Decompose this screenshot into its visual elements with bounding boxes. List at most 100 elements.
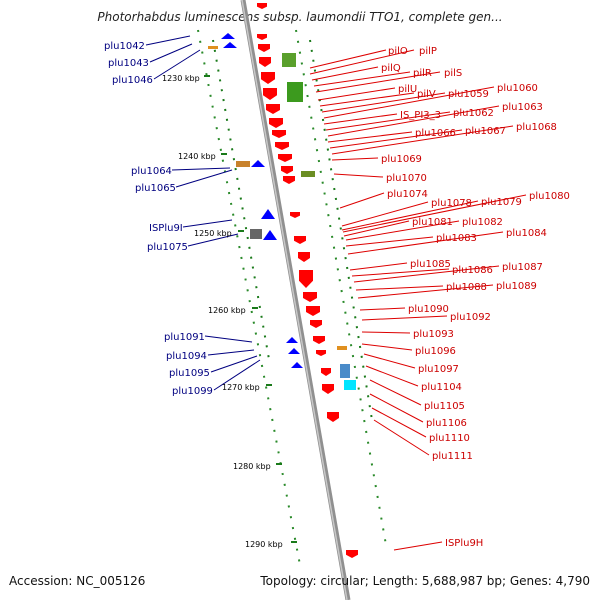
left-leader-0 bbox=[145, 35, 191, 46]
reverse-gene-mark-8 bbox=[272, 130, 286, 138]
gene-label-plu1060[interactable]: plu1060 bbox=[497, 83, 538, 94]
gene-label-pilO[interactable]: pilO bbox=[388, 46, 408, 57]
gene-label-pilU[interactable]: pilU bbox=[398, 84, 417, 95]
genome-backbone bbox=[240, 0, 351, 600]
right-leader-5 bbox=[317, 87, 396, 101]
reverse-gene-mark-17 bbox=[303, 292, 317, 302]
scale-label-1260: 1260 kbp bbox=[208, 306, 246, 315]
right-leader-38 bbox=[371, 407, 427, 438]
outer-right-guide bbox=[295, 29, 387, 546]
gene-label-plu1104[interactable]: plu1104 bbox=[421, 382, 462, 393]
gene-label-IS_PI3_3[interactable]: IS_PI3_3 bbox=[400, 110, 441, 121]
gene-label-plu1062[interactable]: plu1062 bbox=[453, 108, 494, 119]
gene-label-plu1075[interactable]: plu1075 bbox=[147, 242, 188, 253]
gene-label-plu1086[interactable]: plu1086 bbox=[452, 265, 493, 276]
gene-label-plu1070[interactable]: plu1070 bbox=[386, 173, 427, 184]
gene-label-pilS[interactable]: pilS bbox=[444, 68, 462, 79]
right-leader-0 bbox=[309, 49, 387, 69]
gene-label-pilV[interactable]: pilV bbox=[417, 89, 436, 100]
right-leader-26 bbox=[351, 268, 450, 277]
left-leader-3 bbox=[171, 167, 231, 171]
gene-label-plu1095[interactable]: plu1095 bbox=[169, 368, 210, 379]
right-leader-15 bbox=[331, 157, 379, 161]
gene-label-plu1085[interactable]: plu1085 bbox=[410, 259, 451, 270]
gene-label-plu1065[interactable]: plu1065 bbox=[135, 183, 176, 194]
forward-gene-mark-2 bbox=[251, 160, 265, 167]
right-leader-1 bbox=[309, 49, 415, 75]
feature-block-8 bbox=[208, 46, 218, 49]
scale-label-1280: 1280 kbp bbox=[233, 462, 271, 471]
reverse-gene-mark-9 bbox=[275, 142, 289, 150]
right-leader-39 bbox=[373, 419, 430, 456]
reverse-gene-mark-23 bbox=[322, 384, 334, 394]
gene-label-plu1080[interactable]: plu1080 bbox=[529, 191, 570, 202]
inner-left-guide bbox=[212, 39, 271, 366]
reverse-gene-mark-5 bbox=[263, 88, 277, 100]
gene-label-ISPlu9H[interactable]: ISPlu9H bbox=[445, 538, 483, 549]
reverse-gene-mark-20 bbox=[313, 336, 325, 344]
feature-block-6 bbox=[344, 380, 356, 390]
map-title: Photorhabdus luminescens subsp. laumondi… bbox=[97, 10, 503, 24]
feature-block-2 bbox=[301, 171, 315, 177]
reverse-gene-mark-13 bbox=[290, 212, 300, 218]
gene-label-plu1074[interactable]: plu1074 bbox=[387, 189, 428, 200]
gene-label-plu1090[interactable]: plu1090 bbox=[408, 304, 449, 315]
feature-block-0 bbox=[282, 53, 296, 67]
gene-label-plu1069[interactable]: plu1069 bbox=[381, 154, 422, 165]
left-leader-6 bbox=[187, 233, 239, 247]
gene-label-plu1091[interactable]: plu1091 bbox=[164, 332, 205, 343]
genome-backbone-highlight bbox=[241, 0, 348, 600]
right-leader-2 bbox=[311, 66, 379, 81]
gene-label-plu1096[interactable]: plu1096 bbox=[415, 346, 456, 357]
left-leader-5 bbox=[182, 219, 233, 228]
gene-label-plu1083[interactable]: plu1083 bbox=[436, 233, 477, 244]
reverse-gene-mark-18 bbox=[306, 306, 320, 316]
gene-label-ISPlu9I[interactable]: ISPlu9I bbox=[149, 223, 183, 234]
forward-gene-mark-7 bbox=[291, 362, 303, 368]
gene-label-pilR[interactable]: pilR bbox=[413, 68, 432, 79]
reverse-gene-mark-2 bbox=[258, 44, 270, 52]
right-leader-9 bbox=[323, 113, 398, 125]
gene-label-plu1106[interactable]: plu1106 bbox=[426, 418, 467, 429]
forward-gene-mark-4 bbox=[263, 230, 277, 240]
gene-label-plu1084[interactable]: plu1084 bbox=[506, 228, 547, 239]
forward-gene-mark-3 bbox=[261, 209, 275, 219]
gene-label-plu1088[interactable]: plu1088 bbox=[446, 282, 487, 293]
gene-label-plu1089[interactable]: plu1089 bbox=[496, 281, 537, 292]
gene-label-plu1063[interactable]: plu1063 bbox=[502, 102, 543, 113]
gene-label-plu1087[interactable]: plu1087 bbox=[502, 262, 543, 273]
gene-label-plu1093[interactable]: plu1093 bbox=[413, 329, 454, 340]
gene-label-plu1097[interactable]: plu1097 bbox=[418, 364, 459, 375]
gene-label-pilP[interactable]: pilP bbox=[419, 46, 437, 57]
right-leader-23 bbox=[345, 236, 434, 247]
gene-label-plu1081[interactable]: plu1081 bbox=[412, 217, 453, 228]
gene-label-plu1043[interactable]: plu1043 bbox=[108, 58, 149, 69]
gene-label-plu1042[interactable]: plu1042 bbox=[104, 41, 145, 52]
reverse-gene-mark-10 bbox=[278, 154, 292, 162]
right-leader-28 bbox=[355, 285, 444, 291]
gene-label-plu1046[interactable]: plu1046 bbox=[112, 75, 153, 86]
gene-label-plu1078[interactable]: plu1078 bbox=[431, 198, 472, 209]
reverse-gene-mark-4 bbox=[261, 72, 275, 84]
gene-label-plu1094[interactable]: plu1094 bbox=[166, 351, 207, 362]
gene-label-plu1066[interactable]: plu1066 bbox=[415, 128, 456, 139]
gene-label-plu1059[interactable]: plu1059 bbox=[448, 89, 489, 100]
right-leader-40 bbox=[393, 541, 443, 551]
gene-label-plu1092[interactable]: plu1092 bbox=[450, 312, 491, 323]
reverse-gene-mark-24 bbox=[327, 412, 339, 422]
reverse-gene-mark-25 bbox=[346, 550, 358, 558]
gene-label-plu1079[interactable]: plu1079 bbox=[481, 197, 522, 208]
gene-label-plu1064[interactable]: plu1064 bbox=[131, 166, 172, 177]
right-leader-25 bbox=[349, 262, 408, 271]
right-leader-17 bbox=[339, 192, 385, 209]
reverse-gene-mark-7 bbox=[269, 118, 283, 128]
gene-label-plu1068[interactable]: plu1068 bbox=[516, 122, 557, 133]
gene-label-plu1067[interactable]: plu1067 bbox=[465, 126, 506, 137]
gene-label-pilQ[interactable]: pilQ bbox=[381, 63, 401, 74]
gene-label-plu1082[interactable]: plu1082 bbox=[462, 217, 503, 228]
gene-label-plu1110[interactable]: plu1110 bbox=[429, 433, 470, 444]
left-leader-2 bbox=[153, 49, 201, 80]
gene-label-plu1099[interactable]: plu1099 bbox=[172, 386, 213, 397]
gene-label-plu1105[interactable]: plu1105 bbox=[424, 401, 465, 412]
gene-label-plu1111[interactable]: plu1111 bbox=[432, 451, 473, 462]
